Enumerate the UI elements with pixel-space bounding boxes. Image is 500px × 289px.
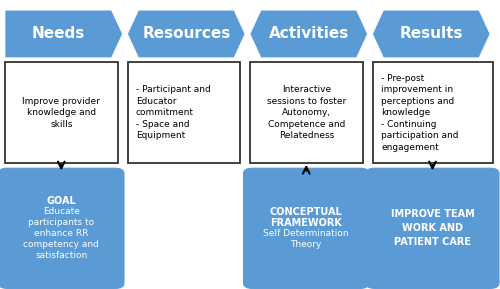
Polygon shape	[372, 10, 490, 58]
Text: Interactive
sessions to foster
Autonomy,
Competence and
Relatedness: Interactive sessions to foster Autonomy,…	[266, 85, 346, 140]
FancyBboxPatch shape	[5, 62, 117, 163]
Text: satisfaction: satisfaction	[35, 251, 88, 260]
Text: CONCEPTUAL: CONCEPTUAL	[270, 207, 342, 217]
Text: Needs: Needs	[32, 27, 85, 41]
FancyBboxPatch shape	[0, 168, 124, 288]
Text: Improve provider
knowledge and
skills: Improve provider knowledge and skills	[22, 97, 100, 129]
Text: Educate: Educate	[43, 207, 80, 216]
Text: GOAL: GOAL	[46, 196, 76, 206]
Polygon shape	[5, 10, 122, 58]
Text: - Pre-post
improvement in
perceptions and
knowledge
- Continuing
participation a: - Pre-post improvement in perceptions an…	[381, 74, 458, 151]
Text: Self Determination: Self Determination	[264, 229, 349, 238]
FancyBboxPatch shape	[250, 62, 362, 163]
FancyBboxPatch shape	[372, 62, 492, 163]
FancyBboxPatch shape	[244, 168, 369, 288]
FancyBboxPatch shape	[128, 62, 240, 163]
Text: Resources: Resources	[142, 27, 231, 41]
Text: - Participant and
Educator
commitment
- Space and
Equipment: - Participant and Educator commitment - …	[136, 85, 211, 140]
Text: Theory: Theory	[290, 240, 322, 249]
Text: Results: Results	[400, 27, 463, 41]
Text: enhance RR: enhance RR	[34, 229, 88, 238]
FancyBboxPatch shape	[366, 168, 499, 288]
Text: participants to: participants to	[28, 218, 94, 227]
Text: FRAMEWORK: FRAMEWORK	[270, 218, 342, 228]
Polygon shape	[128, 10, 245, 58]
Polygon shape	[250, 10, 368, 58]
Text: IMPROVE TEAM
WORK AND
PATIENT CARE: IMPROVE TEAM WORK AND PATIENT CARE	[390, 209, 474, 247]
Text: competency and: competency and	[24, 240, 99, 249]
Text: Activities: Activities	[268, 27, 349, 41]
